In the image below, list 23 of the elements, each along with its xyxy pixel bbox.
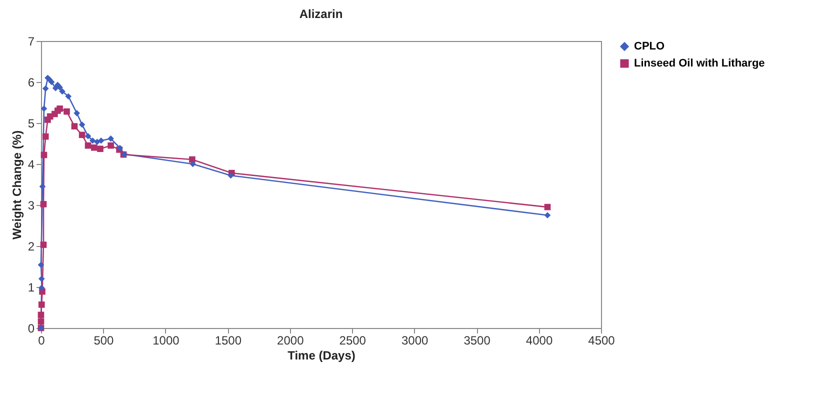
legend-label: CPLO [634, 40, 665, 52]
x-axis-title: Time (Days) [288, 348, 356, 362]
legend-label: Linseed Oil with Litharge [634, 58, 765, 70]
x-tick-label: 2500 [339, 334, 366, 348]
y-tick-label: 4 [28, 158, 35, 172]
chart-title: Alizarin [299, 7, 343, 21]
x-tick-label: 3500 [464, 334, 491, 348]
x-tick-label: 4500 [588, 334, 616, 348]
x-tick-label: 1500 [214, 334, 242, 348]
x-tick-label: 4000 [526, 334, 553, 348]
x-tick-label: 0 [38, 334, 46, 348]
x-tick-label: 2000 [277, 334, 304, 348]
y-tick-label: 1 [28, 280, 35, 294]
y-tick-label: 6 [28, 76, 35, 90]
y-tick-label: 5 [28, 116, 35, 130]
y-tick-label: 0 [28, 322, 35, 336]
y-axis-title: Weight Change (%) [10, 130, 24, 240]
x-tick-label: 500 [94, 334, 114, 348]
y-tick-label: 2 [28, 240, 35, 254]
y-tick-label: 3 [28, 198, 35, 212]
x-tick-label: 3000 [401, 334, 429, 348]
y-tick-label: 7 [28, 34, 35, 48]
x-tick-label: 1000 [152, 334, 180, 348]
